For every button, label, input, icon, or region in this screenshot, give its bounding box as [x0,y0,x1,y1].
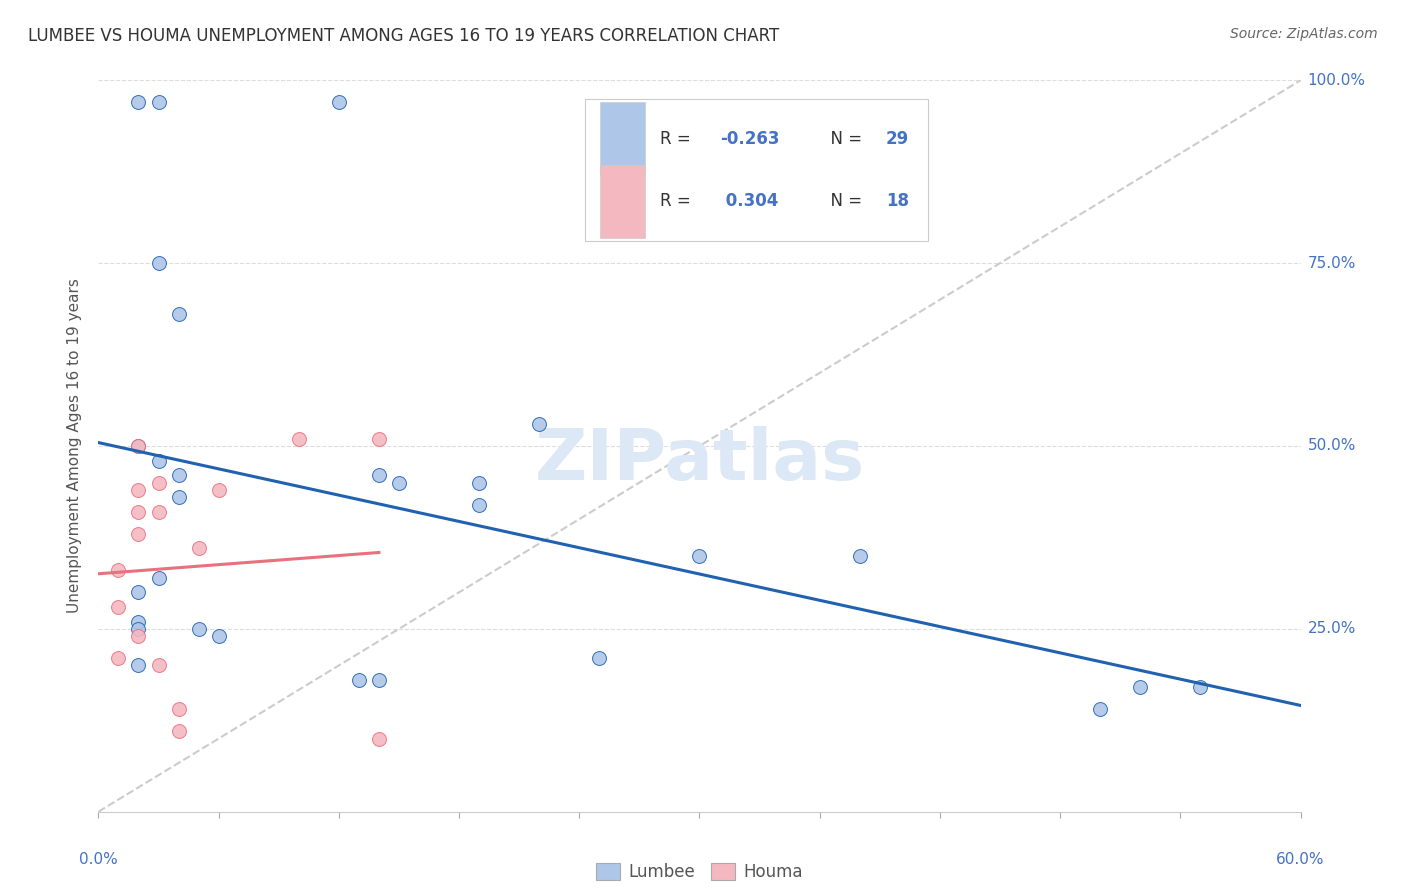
Point [107,563,129,577]
Point [128,615,150,629]
Text: 60.0%: 60.0% [1277,852,1324,867]
Point [468,498,491,512]
Point [148,571,170,585]
Text: 75.0%: 75.0% [1308,256,1355,270]
Text: 0.304: 0.304 [720,193,779,211]
Point [368,432,391,446]
Point [128,658,150,673]
Point [529,417,551,431]
Point [128,505,150,519]
Point [208,483,231,497]
Point [688,549,710,563]
Point [849,549,872,563]
Point [167,307,190,321]
Point [1189,681,1212,695]
Bar [600,165,645,238]
Point [107,651,129,665]
Point [148,658,170,673]
Point [368,731,391,746]
Text: N =: N = [820,129,868,147]
Text: ZIPatlas: ZIPatlas [534,426,865,495]
Text: 100.0%: 100.0% [1308,73,1365,87]
Bar [600,102,645,175]
Point [128,622,150,636]
Point [128,439,150,453]
Point [588,651,610,665]
Point [468,475,491,490]
Point [328,95,350,110]
Point [128,526,150,541]
Point [187,622,209,636]
Text: R =: R = [659,193,696,211]
Point [128,629,150,643]
Text: Source: ZipAtlas.com: Source: ZipAtlas.com [1230,27,1378,41]
Point [128,95,150,110]
Text: 25.0%: 25.0% [1308,622,1355,636]
Text: LUMBEE VS HOUMA UNEMPLOYMENT AMONG AGES 16 TO 19 YEARS CORRELATION CHART: LUMBEE VS HOUMA UNEMPLOYMENT AMONG AGES … [28,27,779,45]
Point [347,673,370,687]
Point [1129,681,1152,695]
Text: 29: 29 [886,129,910,147]
Point [368,468,391,483]
Text: -0.263: -0.263 [720,129,779,147]
FancyBboxPatch shape [585,99,928,241]
Point [167,490,190,504]
Point [128,439,150,453]
Point [148,453,170,467]
Text: 18: 18 [886,193,908,211]
Point [368,673,391,687]
Text: 50.0%: 50.0% [1308,439,1355,453]
Point [148,95,170,110]
Point [167,724,190,739]
Legend: Lumbee, Houma: Lumbee, Houma [589,856,810,888]
Point [148,256,170,270]
Y-axis label: Unemployment Among Ages 16 to 19 years: Unemployment Among Ages 16 to 19 years [67,278,83,614]
Point [128,483,150,497]
Point [167,702,190,716]
Point [107,599,129,614]
Point [388,475,411,490]
Point [128,585,150,599]
Text: N =: N = [820,193,868,211]
Point [1088,702,1111,716]
Point [148,475,170,490]
Point [208,629,231,643]
Text: R =: R = [659,129,696,147]
Point [167,468,190,483]
Point [148,505,170,519]
Point [288,432,311,446]
Text: 0.0%: 0.0% [79,852,118,867]
Point [187,541,209,556]
